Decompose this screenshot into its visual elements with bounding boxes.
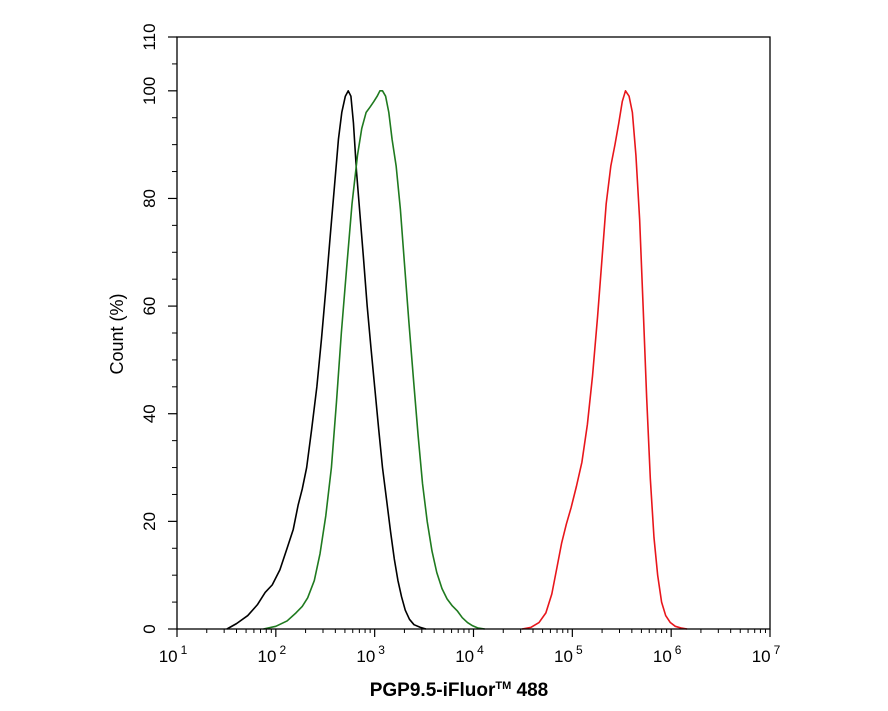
y-tick-label: 60 bbox=[140, 297, 159, 316]
x-tick-exponent: 5 bbox=[576, 643, 583, 657]
x-tick-exponent: 6 bbox=[675, 643, 682, 657]
x-tick-exponent: 1 bbox=[181, 643, 188, 657]
x-tick-label: 10 3 bbox=[356, 643, 385, 666]
x-axis-title-tail: 488 bbox=[511, 680, 548, 701]
x-tick-base: 10 bbox=[752, 647, 771, 666]
series-line-3 bbox=[521, 90, 688, 630]
x-tick-base: 10 bbox=[258, 647, 277, 666]
series-line-1 bbox=[226, 90, 427, 630]
x-tick-label: 10 6 bbox=[653, 643, 682, 666]
y-axis-title: Count (%) bbox=[107, 293, 127, 374]
plot-area bbox=[176, 36, 771, 630]
x-tick-label: 10 2 bbox=[258, 643, 287, 666]
x-axis: 10 1 10 2 10 3 10 4 10 5 10 6 10 7 bbox=[159, 629, 781, 666]
x-axis-title-main: PGP9.5-iFluor bbox=[370, 680, 496, 701]
x-tick-base: 10 bbox=[653, 647, 672, 666]
x-tick-base: 10 bbox=[455, 647, 474, 666]
x-tick-label: 10 5 bbox=[554, 643, 583, 666]
x-tick-base: 10 bbox=[356, 647, 375, 666]
x-tick-label: 10 4 bbox=[455, 643, 484, 666]
y-tick-label: 110 bbox=[140, 23, 159, 50]
x-axis-title-tm: TM bbox=[495, 680, 511, 692]
y-tick-label: 80 bbox=[140, 189, 159, 208]
y-tick-label: 0 bbox=[140, 624, 159, 633]
y-axis: 0 20 40 60 80 100 110 bbox=[140, 23, 177, 634]
x-tick-base: 10 bbox=[554, 647, 573, 666]
x-tick-exponent: 4 bbox=[477, 643, 484, 657]
x-tick-exponent: 7 bbox=[774, 643, 781, 657]
x-tick-exponent: 3 bbox=[378, 643, 385, 657]
x-tick-base: 10 bbox=[159, 647, 178, 666]
x-tick-label: 10 7 bbox=[752, 643, 781, 666]
y-tick-label: 20 bbox=[140, 512, 159, 531]
x-axis-title: PGP9.5-iFluorTM 488 bbox=[370, 680, 549, 701]
y-tick-label: 40 bbox=[140, 404, 159, 423]
x-tick-exponent: 2 bbox=[279, 643, 286, 657]
y-tick-label: 100 bbox=[140, 77, 159, 105]
plot-frame bbox=[176, 36, 771, 630]
series-line-2 bbox=[263, 90, 485, 630]
x-tick-label: 10 1 bbox=[159, 643, 188, 666]
